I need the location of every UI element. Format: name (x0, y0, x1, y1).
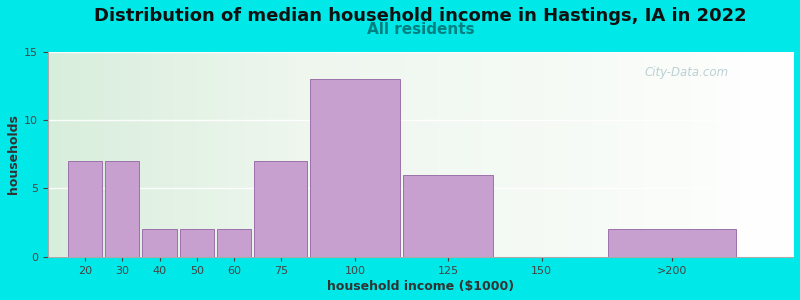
Title: Distribution of median household income in Hastings, IA in 2022: Distribution of median household income … (94, 7, 746, 25)
Bar (180, 230, 214, 257)
Bar (106, 161, 139, 257)
Bar (608, 230, 736, 257)
X-axis label: household income ($1000): household income ($1000) (327, 280, 514, 293)
Bar (310, 79, 400, 257)
Y-axis label: households: households (7, 114, 20, 194)
Bar (142, 230, 177, 257)
Text: City-Data.com: City-Data.com (644, 66, 728, 79)
Bar (68, 161, 102, 257)
Bar (403, 175, 494, 257)
Text: All residents: All residents (366, 22, 474, 37)
Bar (254, 161, 307, 257)
Bar (217, 230, 251, 257)
